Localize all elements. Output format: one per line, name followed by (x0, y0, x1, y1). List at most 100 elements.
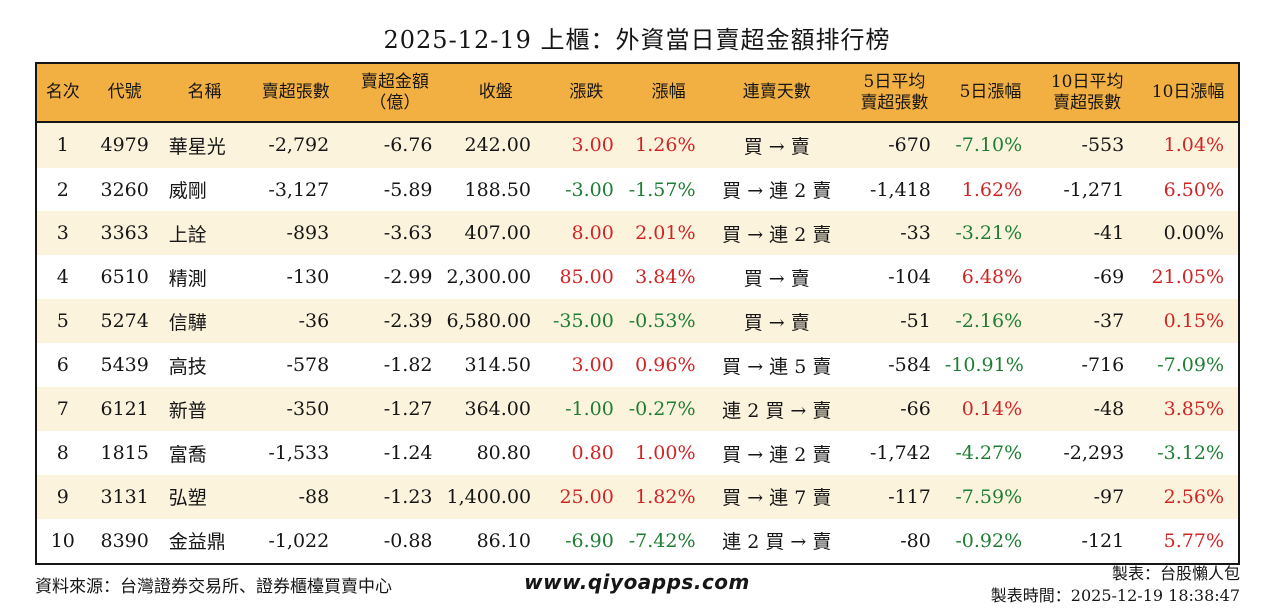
cell-change: -3.00 (565, 178, 614, 201)
cell-change: 85.00 (559, 266, 614, 289)
cell-name: 金益鼎 (168, 531, 226, 554)
cell-sell_volume: -3,127 (268, 178, 330, 201)
column-header-code: 代號 (88, 64, 161, 123)
cell-streak: 買 → 連 2 賣 (722, 180, 832, 203)
table-row: 4 6510 精測 -130 -2.99 2,300.00 85.00 3.84% 買 → 賣 -… (37, 255, 1238, 300)
table-header: 名次 代號 名稱 賣超張數 賣超金額 （億） 收盤 漲跌 漲幅 連賣天數 5日平均 賣超張數 5日漲… (37, 64, 1238, 123)
cell-pct10: -3.12% (1157, 442, 1224, 465)
cell-streak: 連 2 買 → 賣 (722, 531, 832, 554)
cell-sell_volume: -2,792 (268, 134, 330, 157)
cell-pct10: 21.05% (1151, 266, 1224, 289)
cell-sell_amount: -1.27 (383, 398, 433, 421)
table-body: 1 4979 華星光 -2,792 -6.76 242.00 3.00 1.26% 買 → 賣 -… (37, 122, 1238, 563)
cell-code: 3260 (100, 178, 149, 201)
cell-avg5_volume: -584 (888, 354, 931, 377)
column-header-rank: 名次 (37, 64, 89, 123)
cell-change_pct: 1.26% (635, 134, 696, 157)
column-header-change: 漲跌 (544, 64, 628, 123)
cell-close: 80.80 (476, 442, 531, 465)
cell-sell_volume: -130 (286, 266, 330, 289)
cell-avg5_volume: -670 (888, 134, 931, 157)
cell-rank: 2 (56, 178, 69, 201)
cell-rank: 10 (50, 529, 75, 552)
cell-avg5_volume: -117 (888, 485, 931, 508)
cell-change: 25.00 (559, 485, 614, 508)
cell-pct5: -4.27% (955, 442, 1023, 465)
cell-pct5: -3.21% (955, 222, 1023, 245)
cell-avg10_volume: -121 (1081, 529, 1125, 552)
cell-streak: 買 → 連 7 賣 (722, 487, 832, 510)
ranking-table: 名次 代號 名稱 賣超張數 賣超金額 （億） 收盤 漲跌 漲幅 連賣天數 5日平均 賣超張數 5日漲… (37, 64, 1238, 563)
cell-change_pct: -0.27% (628, 398, 696, 421)
cell-close: 2,300.00 (446, 266, 532, 289)
cell-change_pct: 0.96% (635, 354, 696, 377)
cell-change: -35.00 (553, 310, 614, 333)
cell-change_pct: 3.84% (635, 266, 696, 289)
column-header-close: 收盤 (446, 64, 545, 123)
cell-pct5: -7.59% (955, 485, 1023, 508)
table-row: 2 3260 威剛 -3,127 -5.89 188.50 -3.00 -1.57% 買 → 連… (37, 167, 1238, 212)
data-source-note: 資料來源：台灣證券交易所、證券櫃檯買賣中心 (35, 577, 392, 597)
cell-change_pct: 1.82% (635, 485, 696, 508)
cell-sell_amount: -5.89 (383, 178, 433, 201)
cell-code: 3131 (100, 485, 149, 508)
cell-close: 364.00 (464, 398, 531, 421)
cell-rank: 7 (56, 398, 69, 421)
cell-pct5: 6.48% (961, 266, 1023, 289)
cell-change_pct: -0.53% (628, 310, 696, 333)
cell-avg10_volume: -37 (1093, 310, 1125, 333)
cell-rank: 4 (56, 266, 69, 289)
cell-sell_amount: -2.99 (383, 266, 433, 289)
cell-change: -1.00 (565, 398, 614, 421)
cell-close: 188.50 (464, 178, 531, 201)
cell-code: 1815 (100, 442, 149, 465)
maker-label: 製表：台股懶人包 (1111, 564, 1240, 583)
table-header-row: 名次 代號 名稱 賣超張數 賣超金額 （億） 收盤 漲跌 漲幅 連賣天數 5日平均 賣超張數 5日漲… (37, 64, 1238, 123)
cell-avg10_volume: -48 (1093, 398, 1125, 421)
credit-block: 製表：台股懶人包 製表時間：2025-12-19 18:38:47 (991, 563, 1240, 606)
cell-avg5_volume: -104 (888, 266, 931, 289)
column-header-avg5_volume: 5日平均 賣超張數 (844, 64, 945, 123)
cell-sell_amount: -0.88 (383, 529, 433, 552)
cell-name: 弘塑 (168, 487, 207, 510)
cell-sell_amount: -2.39 (383, 310, 433, 333)
cell-code: 6121 (100, 398, 149, 421)
cell-name: 精測 (168, 267, 207, 290)
cell-pct10: -7.09% (1157, 354, 1224, 377)
cell-avg10_volume: -553 (1081, 134, 1125, 157)
cell-name: 華星光 (168, 135, 226, 158)
cell-code: 6510 (100, 266, 149, 289)
column-header-sell_amount: 賣超金額 （億） (343, 64, 447, 123)
cell-pct10: 1.04% (1163, 134, 1224, 157)
cell-sell_volume: -578 (286, 354, 330, 377)
cell-pct5: -0.92% (955, 529, 1023, 552)
cell-avg10_volume: -2,293 (1063, 442, 1125, 465)
made-at-label: 製表時間：2025-12-19 18:38:47 (990, 585, 1240, 605)
cell-avg10_volume: -41 (1093, 222, 1125, 245)
column-header-avg10_volume: 10日平均 賣超張數 (1036, 64, 1139, 123)
column-header-name: 名稱 (160, 64, 249, 123)
cell-change: 3.00 (571, 354, 614, 377)
cell-sell_volume: -1,022 (268, 529, 330, 552)
cell-code: 5274 (100, 310, 149, 333)
cell-change_pct: 1.00% (635, 442, 696, 465)
cell-code: 3363 (100, 222, 149, 245)
cell-streak: 買 → 連 2 賣 (722, 223, 832, 246)
cell-close: 6,580.00 (446, 310, 532, 333)
table-row: 1 4979 華星光 -2,792 -6.76 242.00 3.00 1.26% 買 → 賣 -… (37, 122, 1238, 168)
cell-streak: 買 → 賣 (743, 311, 810, 334)
cell-avg5_volume: -1,418 (870, 178, 931, 201)
cell-streak: 買 → 連 5 賣 (722, 355, 832, 378)
cell-streak: 買 → 賣 (743, 135, 810, 158)
cell-sell_volume: -893 (286, 222, 330, 245)
cell-avg5_volume: -1,742 (870, 442, 931, 465)
cell-close: 86.10 (476, 529, 531, 552)
cell-avg10_volume: -97 (1093, 485, 1125, 508)
cell-pct5: -2.16% (955, 310, 1023, 333)
column-header-sell_volume: 賣超張數 (248, 64, 344, 123)
cell-close: 1,400.00 (446, 485, 532, 508)
cell-change_pct: -1.57% (628, 178, 696, 201)
cell-pct5: -10.91% (944, 354, 1024, 377)
cell-close: 314.50 (464, 354, 531, 377)
